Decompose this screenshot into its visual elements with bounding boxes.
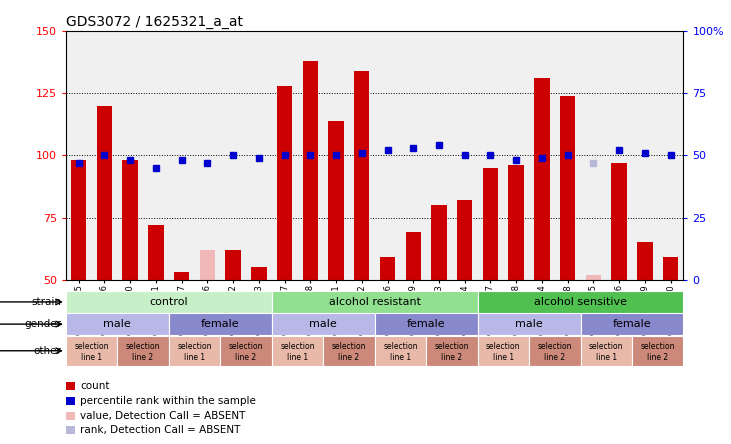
- Bar: [96, 106, 112, 280]
- Bar: [406, 233, 421, 280]
- Text: rank, Detection Call = ABSENT: rank, Detection Call = ABSENT: [80, 425, 240, 435]
- FancyBboxPatch shape: [169, 313, 272, 335]
- Text: count: count: [80, 381, 110, 391]
- Text: male: male: [309, 319, 337, 329]
- Text: selection: selection: [126, 341, 160, 351]
- FancyBboxPatch shape: [323, 336, 374, 366]
- Bar: [586, 275, 601, 280]
- Bar: [277, 86, 292, 280]
- Text: male: male: [515, 319, 543, 329]
- FancyBboxPatch shape: [477, 336, 529, 366]
- Bar: [380, 258, 395, 280]
- Text: female: female: [613, 319, 651, 329]
- Bar: [71, 160, 86, 280]
- Text: line 1: line 1: [390, 353, 411, 362]
- Text: selection: selection: [280, 341, 314, 351]
- Bar: [560, 96, 575, 280]
- Text: selection: selection: [75, 341, 109, 351]
- Text: line 1: line 1: [287, 353, 308, 362]
- Text: strain: strain: [31, 297, 61, 307]
- FancyBboxPatch shape: [66, 313, 169, 335]
- Bar: [303, 61, 318, 280]
- FancyBboxPatch shape: [117, 336, 169, 366]
- Text: selection: selection: [640, 341, 675, 351]
- FancyBboxPatch shape: [529, 336, 580, 366]
- Bar: [354, 71, 369, 280]
- Bar: [663, 258, 678, 280]
- FancyBboxPatch shape: [477, 313, 580, 335]
- Text: percentile rank within the sample: percentile rank within the sample: [80, 396, 257, 406]
- Text: gender: gender: [24, 319, 61, 329]
- Text: alcohol sensitive: alcohol sensitive: [534, 297, 627, 307]
- FancyBboxPatch shape: [477, 291, 683, 313]
- Bar: [431, 205, 447, 280]
- FancyBboxPatch shape: [272, 291, 477, 313]
- FancyBboxPatch shape: [66, 336, 117, 366]
- FancyBboxPatch shape: [169, 336, 220, 366]
- Text: selection: selection: [332, 341, 366, 351]
- FancyBboxPatch shape: [374, 336, 426, 366]
- FancyBboxPatch shape: [272, 336, 323, 366]
- Text: other: other: [34, 346, 61, 356]
- FancyBboxPatch shape: [220, 336, 272, 366]
- Text: selection: selection: [229, 341, 263, 351]
- Text: line 2: line 2: [338, 353, 360, 362]
- FancyBboxPatch shape: [632, 336, 683, 366]
- Text: line 2: line 2: [235, 353, 257, 362]
- Bar: [174, 272, 189, 280]
- Text: female: female: [406, 319, 445, 329]
- FancyBboxPatch shape: [66, 291, 272, 313]
- Text: GDS3072 / 1625321_a_at: GDS3072 / 1625321_a_at: [66, 15, 243, 29]
- Bar: [122, 160, 138, 280]
- Text: alcohol resistant: alcohol resistant: [329, 297, 420, 307]
- FancyBboxPatch shape: [272, 313, 374, 335]
- Text: selection: selection: [486, 341, 520, 351]
- Text: selection: selection: [435, 341, 469, 351]
- Text: line 1: line 1: [81, 353, 102, 362]
- Text: line 2: line 2: [647, 353, 668, 362]
- Bar: [457, 200, 472, 280]
- FancyBboxPatch shape: [374, 313, 477, 335]
- Text: value, Detection Call = ABSENT: value, Detection Call = ABSENT: [80, 411, 246, 420]
- Bar: [328, 121, 344, 280]
- Text: line 1: line 1: [493, 353, 514, 362]
- Text: line 2: line 2: [442, 353, 463, 362]
- Bar: [251, 267, 267, 280]
- Text: selection: selection: [383, 341, 417, 351]
- Text: line 1: line 1: [596, 353, 617, 362]
- Bar: [200, 250, 215, 280]
- Bar: [225, 250, 240, 280]
- Text: female: female: [201, 319, 240, 329]
- Text: line 1: line 1: [184, 353, 205, 362]
- Text: selection: selection: [537, 341, 572, 351]
- Text: selection: selection: [177, 341, 212, 351]
- Text: line 2: line 2: [132, 353, 154, 362]
- Text: selection: selection: [589, 341, 624, 351]
- FancyBboxPatch shape: [580, 313, 683, 335]
- Bar: [509, 165, 524, 280]
- Text: line 2: line 2: [545, 353, 565, 362]
- Bar: [637, 242, 653, 280]
- Bar: [534, 78, 550, 280]
- Bar: [148, 225, 164, 280]
- Bar: [611, 163, 627, 280]
- Bar: [482, 168, 499, 280]
- Text: control: control: [149, 297, 188, 307]
- FancyBboxPatch shape: [580, 336, 632, 366]
- Text: male: male: [103, 319, 131, 329]
- FancyBboxPatch shape: [426, 336, 477, 366]
